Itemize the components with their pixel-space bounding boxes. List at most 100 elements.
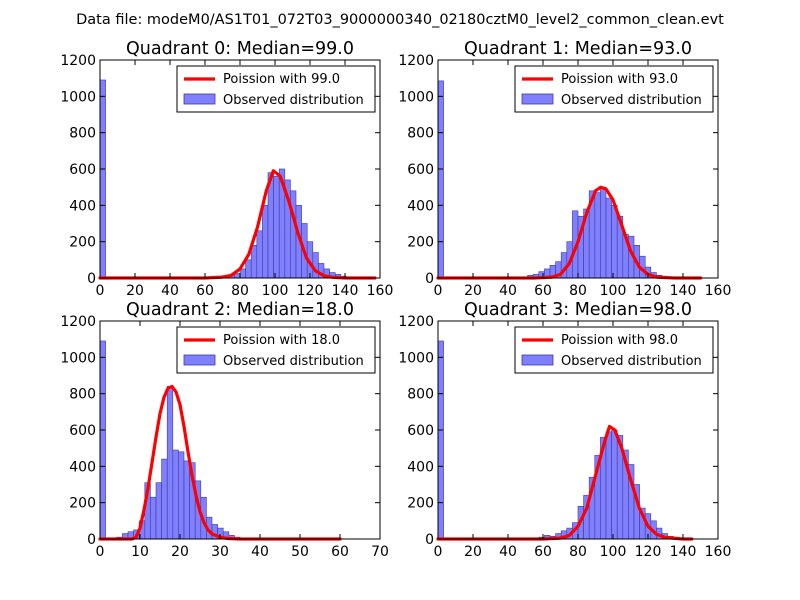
y-tick-label: 200 (407, 496, 434, 512)
y-tick-label: 1200 (398, 53, 434, 69)
y-tick-label: 200 (69, 235, 96, 251)
x-tick-label: 140 (670, 544, 697, 560)
x-tick-label: 20 (126, 283, 144, 299)
poisson-curve (98, 169, 377, 280)
y-tick-label: 600 (69, 423, 96, 439)
legend-label-observed: Observed distribution (561, 354, 702, 369)
histogram-bar (250, 245, 258, 279)
x-tick-label: 100 (600, 544, 627, 560)
legend: Poission with 18.0 Observed distribution (176, 326, 376, 374)
y-tick-label: 400 (69, 198, 96, 214)
y-tick-label: 600 (407, 423, 434, 439)
histogram-bar (150, 496, 157, 540)
x-tick-label: 80 (569, 544, 587, 560)
x-tick-label: 40 (251, 544, 269, 560)
legend-bar-swatch (183, 93, 216, 105)
histogram-bar (155, 482, 162, 540)
y-tick-label: 200 (407, 235, 434, 251)
histogram-bar (611, 205, 618, 279)
histogram-bar (161, 458, 168, 540)
histogram-bar (605, 431, 612, 540)
histogram-bar (594, 192, 601, 279)
y-tick-label: 0 (425, 271, 434, 287)
legend-bar-swatch (183, 354, 216, 366)
y-tick-label: 400 (407, 459, 434, 475)
x-tick-label: 60 (196, 283, 214, 299)
legend-label-poisson: Poission with 93.0 (561, 72, 678, 87)
y-tick-label: 1000 (398, 350, 434, 366)
y-tick-label: 400 (407, 198, 434, 214)
y-tick-label: 600 (407, 162, 434, 178)
quadrant-1-panel: Quadrant 1: Median=93.0 0 20 40 60 80 100 120 14… (398, 39, 731, 299)
panel-title: Quadrant 0: Median=99.0 (126, 39, 354, 59)
panel-title: Quadrant 3: Median=98.0 (464, 300, 692, 320)
x-tick-label: 60 (331, 544, 349, 560)
figure-title: Data file: modeM0/AS1T01_072T03_90000003… (76, 12, 724, 28)
legend: Poission with 93.0 Observed distribution (514, 65, 714, 113)
x-tick-label: 0 (96, 544, 105, 560)
y-tick-label: 400 (69, 459, 96, 475)
legend-bar-swatch (521, 93, 554, 105)
legend-label-observed: Observed distribution (561, 93, 702, 108)
legend-label-observed: Observed distribution (223, 354, 364, 369)
histogram-bar (605, 197, 612, 279)
x-tick-label: 120 (635, 544, 662, 560)
y-tick-label: 200 (69, 496, 96, 512)
legend-label-poisson: Poission with 18.0 (223, 333, 340, 348)
y-tick-label: 1200 (398, 314, 434, 330)
x-tick-label: 140 (670, 283, 697, 299)
legend-label-observed: Observed distribution (223, 93, 364, 108)
legend: Poission with 98.0 Observed distribution (514, 326, 714, 374)
y-tick-label: 0 (425, 532, 434, 548)
x-tick-label: 10 (131, 544, 149, 560)
histogram-bar (312, 252, 319, 279)
x-tick-label: 60 (534, 544, 552, 560)
x-tick-label: 30 (211, 544, 229, 560)
x-tick-label: 40 (499, 544, 517, 560)
histogram-bars (437, 340, 685, 540)
histogram-bar (267, 172, 274, 279)
histogram-bar (245, 259, 252, 279)
x-tick-label: 100 (262, 283, 289, 299)
x-tick-label: 160 (705, 544, 732, 560)
x-tick-label: 0 (434, 544, 443, 560)
y-tick-label: 1000 (398, 89, 434, 105)
y-tick-label: 800 (407, 387, 434, 403)
x-tick-label: 160 (705, 283, 732, 299)
y-tick-label: 800 (69, 126, 96, 142)
legend: Poission with 99.0 Observed distribution (176, 65, 376, 113)
y-tick-label: 600 (69, 162, 96, 178)
quadrant-2-panel: Quadrant 2: Median=18.0 0 10 20 30 40 50 60 70 0 2… (60, 300, 389, 560)
x-tick-label: 0 (96, 283, 105, 299)
histogram-bar (99, 79, 106, 279)
histogram-bar (166, 386, 174, 540)
y-tick-label: 1000 (60, 89, 96, 105)
histogram-bar (262, 205, 269, 279)
x-tick-label: 80 (231, 283, 249, 299)
y-tick-label: 800 (407, 126, 434, 142)
x-tick-label: 20 (171, 544, 189, 560)
panel-title: Quadrant 1: Median=93.0 (464, 39, 692, 59)
quadrant-0-panel: Quadrant 0: Median=99.0 0 20 40 60 80 100 120 14… (60, 39, 393, 299)
x-tick-label: 0 (434, 283, 443, 299)
x-tick-label: 70 (371, 544, 389, 560)
legend-label-poisson: Poission with 99.0 (223, 72, 340, 87)
histogram-bar (239, 268, 246, 279)
histogram-bar (172, 449, 179, 540)
histogram-bar (273, 175, 280, 279)
histogram-bar (178, 451, 185, 540)
x-tick-label: 140 (332, 283, 359, 299)
histogram-bar (183, 460, 190, 540)
y-tick-label: 0 (87, 271, 96, 287)
histogram-bars (99, 79, 358, 279)
x-tick-label: 40 (161, 283, 179, 299)
histogram-bar (611, 429, 618, 540)
x-tick-label: 160 (367, 283, 394, 299)
poisson-curve (436, 424, 694, 541)
x-tick-label: 120 (635, 283, 662, 299)
histogram-bar (99, 340, 106, 540)
x-tick-label: 50 (291, 544, 309, 560)
histogram-bar (437, 340, 444, 540)
legend-bar-swatch (521, 354, 554, 366)
x-tick-label: 20 (464, 283, 482, 299)
